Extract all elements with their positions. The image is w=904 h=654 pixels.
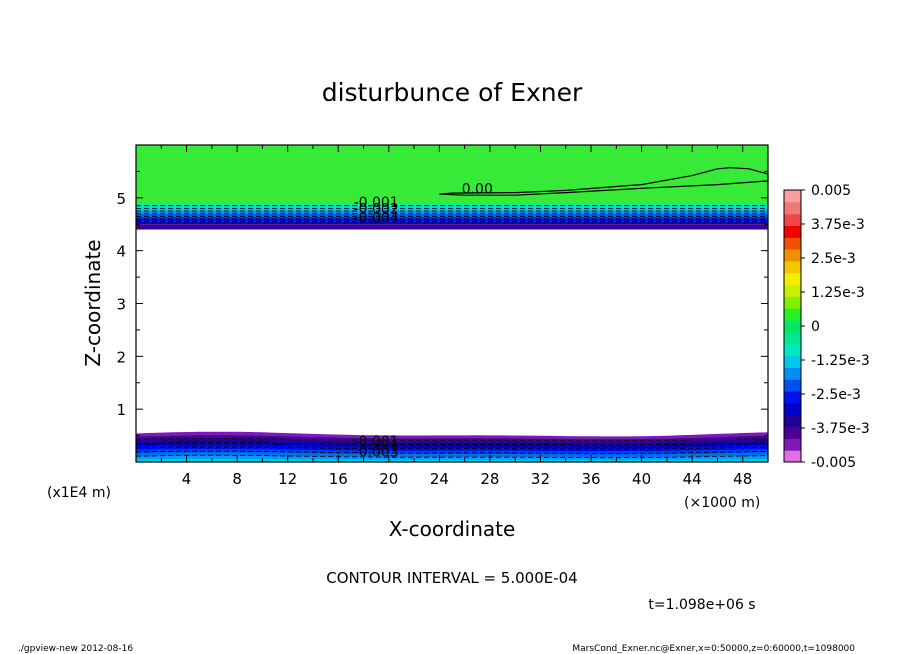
- colorbar-label: 3.75e-3: [811, 217, 865, 233]
- contour-lines: [135, 167, 769, 459]
- colorbar-swatch: [784, 260, 801, 274]
- colorbar-label: 0: [811, 319, 820, 335]
- colorbar-swatch: [784, 213, 801, 226]
- x-axis-unit: (×1000 m): [684, 495, 760, 511]
- upper-band: [136, 213, 768, 217]
- colorbar-swatch: [784, 367, 801, 380]
- colorbar-swatch: [784, 249, 801, 262]
- colorbar-label: -3.75e-3: [811, 421, 870, 437]
- footer-right: MarsCond_Exner.nc@Exner,x=0:50000,z=0:60…: [572, 644, 855, 654]
- colorbar-label: 0.005: [811, 183, 851, 199]
- x-tick-label: 20: [379, 470, 398, 488]
- contour-labels: 0.00-0.001-0.002-0.004-0.001-0.003: [354, 182, 493, 461]
- colorbar-label: -0.005: [811, 455, 856, 471]
- colorbar-swatch: [784, 343, 801, 357]
- colorbar-swatch: [784, 355, 801, 368]
- x-tick-label: 16: [329, 470, 348, 488]
- colorbar-label: 2.5e-3: [811, 251, 856, 267]
- lower-band: [136, 458, 768, 462]
- colorbar-label: -2.5e-3: [811, 387, 861, 403]
- x-tick-label: 44: [683, 470, 702, 488]
- time-note: t=1.098e+06 s: [648, 597, 755, 613]
- colorbar-swatch: [784, 331, 801, 345]
- contour-line: [135, 446, 769, 450]
- colorbar-swatch: [784, 402, 801, 416]
- contour-line: [135, 438, 769, 442]
- colorbar-swatch: [784, 201, 801, 215]
- x-tick-label: 8: [232, 470, 242, 488]
- y-axis-unit: (x1E4 m): [47, 485, 111, 501]
- colorbar-swatch: [784, 237, 801, 250]
- x-tick-label: 28: [480, 470, 499, 488]
- x-tick-label: 40: [632, 470, 651, 488]
- colorbar-swatch: [784, 391, 801, 404]
- colorbar-swatch: [784, 284, 801, 297]
- contour-line: [135, 442, 769, 446]
- y-tick-label: 1: [116, 401, 126, 419]
- colorbar: [784, 190, 801, 463]
- y-axis-label: Z-coordinate: [81, 239, 105, 366]
- upper-band: [136, 221, 768, 225]
- colorbar-swatch: [784, 426, 801, 439]
- colorbar-labels: 0.005 3.75e-3 2.5e-3 1.25e-3 0 -1.25e-3 -2.5e-…: [801, 183, 870, 471]
- x-tick-label: 32: [531, 470, 550, 488]
- contour-label: -0.002: [354, 202, 399, 218]
- contour-label: -0.001: [354, 434, 399, 450]
- upper-band: [136, 205, 768, 209]
- upper-band: [136, 203, 768, 206]
- y-tick-label: 2: [116, 348, 126, 366]
- x-tick-label: 48: [733, 470, 752, 488]
- colorbar-swatch: [784, 414, 801, 428]
- contour-line: [135, 454, 769, 459]
- y-tick-label: 3: [116, 296, 126, 314]
- colorbar-swatch: [784, 379, 801, 392]
- colorbar-swatch: [784, 272, 801, 286]
- footer-left: ./gpview-new 2012-08-16: [18, 644, 133, 654]
- x-tick-label: 24: [430, 470, 449, 488]
- contour-line: [135, 450, 769, 454]
- y-tick-label: 4: [116, 243, 126, 261]
- contour-interval-note: CONTOUR INTERVAL = 5.000E-04: [326, 569, 577, 587]
- contour-label: -0.004: [354, 211, 399, 227]
- colorbar-label: 1.25e-3: [811, 285, 865, 301]
- chart-title: disturbunce of Exner: [322, 78, 583, 107]
- contour-label: -0.003: [354, 445, 399, 461]
- colorbar-swatch: [784, 225, 801, 238]
- y-tick-label: 5: [116, 190, 126, 208]
- colorbar-swatch: [784, 320, 801, 333]
- upper-band: [136, 224, 768, 230]
- x-tick-label: 12: [278, 470, 297, 488]
- contour-label: -0.001: [354, 195, 399, 211]
- x-axis-label: X-coordinate: [389, 517, 516, 541]
- colorbar-swatch: [784, 190, 801, 203]
- x-tick-label: 4: [182, 470, 192, 488]
- upper-band: [136, 208, 768, 212]
- colorbar-label: -1.25e-3: [811, 353, 870, 369]
- y-axis: 1 2 3 4 5: [116, 144, 768, 463]
- upper-band: [136, 218, 768, 222]
- upper-band: [136, 216, 768, 219]
- upper-band: [136, 211, 768, 214]
- x-tick-label: 36: [581, 470, 600, 488]
- x-axis: 4 8 12 16 20 24 28 32 36 40 44 48: [135, 145, 769, 488]
- colorbar-swatch: [784, 450, 801, 463]
- colorbar-swatch: [784, 308, 801, 321]
- contour-label: 0.00: [462, 182, 493, 198]
- colorbar-swatch: [784, 296, 801, 309]
- colorbar-swatch: [784, 438, 801, 451]
